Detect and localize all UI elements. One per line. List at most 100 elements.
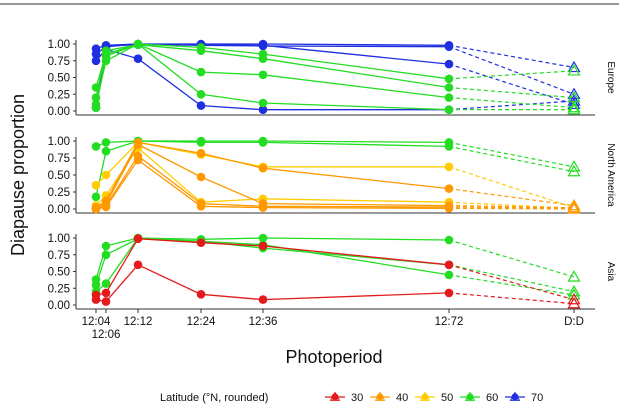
legend-swatch-triangle [374, 391, 386, 401]
y-tick-label: 0.50 [48, 170, 70, 182]
y-tick-label: 0.00 [48, 300, 70, 312]
data-point [196, 138, 206, 147]
data-point [444, 83, 454, 92]
legend-item: 60 [460, 391, 498, 404]
x-tick-label: 12:72 [435, 316, 464, 328]
series-dashed-line [448, 70, 575, 80]
series [91, 234, 581, 305]
legend-swatch-triangle [419, 391, 431, 401]
data-point [196, 46, 206, 55]
series-dashed-line [448, 264, 575, 301]
data-point [101, 170, 111, 180]
facet-panel: 0.00 0.25 0.50 0.75 1.00 Asia [48, 233, 616, 312]
x-tick-label: 12:12 [124, 316, 153, 328]
x-axis-title: Photoperiod [285, 347, 382, 367]
series-dashed-line [448, 274, 575, 296]
series-line [95, 43, 450, 111]
series-line [95, 43, 450, 88]
legend-items: 30 40 50 60 70 [325, 391, 543, 404]
y-tick-label: 0.25 [48, 187, 70, 199]
legend: Latitude (°N, rounded) 30 40 50 60 70 [160, 391, 543, 404]
legend-swatch-triangle [509, 391, 521, 401]
series [91, 136, 581, 202]
x-tick-label: 12:06 [92, 329, 121, 341]
data-point [196, 238, 206, 247]
series [91, 39, 581, 99]
data-point [133, 54, 143, 63]
data-point [258, 70, 268, 80]
data-point [258, 233, 268, 243]
data-point-triangle [567, 202, 581, 214]
data-point [133, 260, 143, 270]
data-point [91, 280, 101, 290]
data-point-triangle [567, 97, 581, 110]
series-line [95, 140, 450, 197]
data-point [444, 162, 454, 172]
y-tick-label: 1.00 [48, 233, 70, 245]
legend-item: 30 [325, 391, 363, 404]
y-tick-label: 0.25 [48, 283, 70, 295]
data-point [101, 297, 111, 306]
series-dashed-line [448, 145, 575, 173]
facet-panel: 0.00 0.25 0.50 0.75 1.00 North America [48, 136, 616, 216]
y-tick-label: 0.75 [48, 153, 70, 165]
series-dashed-line [448, 141, 575, 168]
y-tick-label: 0.00 [48, 106, 70, 118]
data-point [444, 204, 454, 213]
series-dashed-line [448, 207, 575, 210]
series-dashed-line [448, 86, 575, 99]
legend-label: 50 [441, 392, 453, 404]
data-point [101, 51, 111, 61]
data-point [91, 295, 101, 304]
series [91, 234, 581, 297]
data-point-triangle [567, 100, 581, 113]
series-dashed-line [448, 292, 575, 305]
data-point [101, 146, 111, 156]
data-point [196, 90, 206, 99]
data-point [91, 142, 101, 151]
series-dashed-line [448, 239, 575, 278]
data-point [133, 39, 143, 49]
legend-label: 30 [351, 392, 363, 404]
data-point-triangle [567, 164, 581, 177]
data-point [258, 295, 268, 304]
y-tick-label: 0.25 [48, 89, 70, 101]
data-point-triangle [567, 270, 581, 282]
data-point [91, 204, 101, 214]
data-point [101, 138, 111, 147]
x-tick-label: 12:24 [187, 316, 216, 328]
facet-strip-label: Asia [605, 262, 616, 282]
data-point [196, 290, 206, 299]
data-point [133, 155, 143, 165]
data-point-triangle [567, 292, 581, 305]
series [91, 39, 581, 115]
data-point [258, 98, 268, 108]
legend-label: 40 [396, 392, 408, 404]
legend-label: 70 [531, 392, 543, 404]
data-point [101, 288, 111, 298]
data-point [196, 148, 206, 158]
data-point [444, 93, 454, 102]
legend-title: Latitude (°N, rounded) [160, 392, 268, 404]
y-axis-title: Diapause proportion [8, 94, 28, 256]
series [91, 233, 581, 300]
data-point [258, 105, 268, 114]
data-point [444, 288, 454, 298]
data-point [91, 49, 101, 59]
series-line [95, 146, 450, 207]
series-dashed-line [448, 264, 575, 293]
data-point [444, 42, 454, 51]
series-line [95, 237, 450, 293]
data-point [101, 250, 111, 260]
data-point [444, 142, 454, 151]
data-point-triangle [567, 160, 581, 172]
data-point [444, 184, 454, 193]
x-tick-label: 12:04 [82, 316, 111, 328]
data-point-triangle [567, 296, 581, 309]
series [91, 40, 581, 103]
data-point [444, 74, 454, 84]
data-point [101, 279, 111, 288]
data-point [133, 140, 143, 149]
